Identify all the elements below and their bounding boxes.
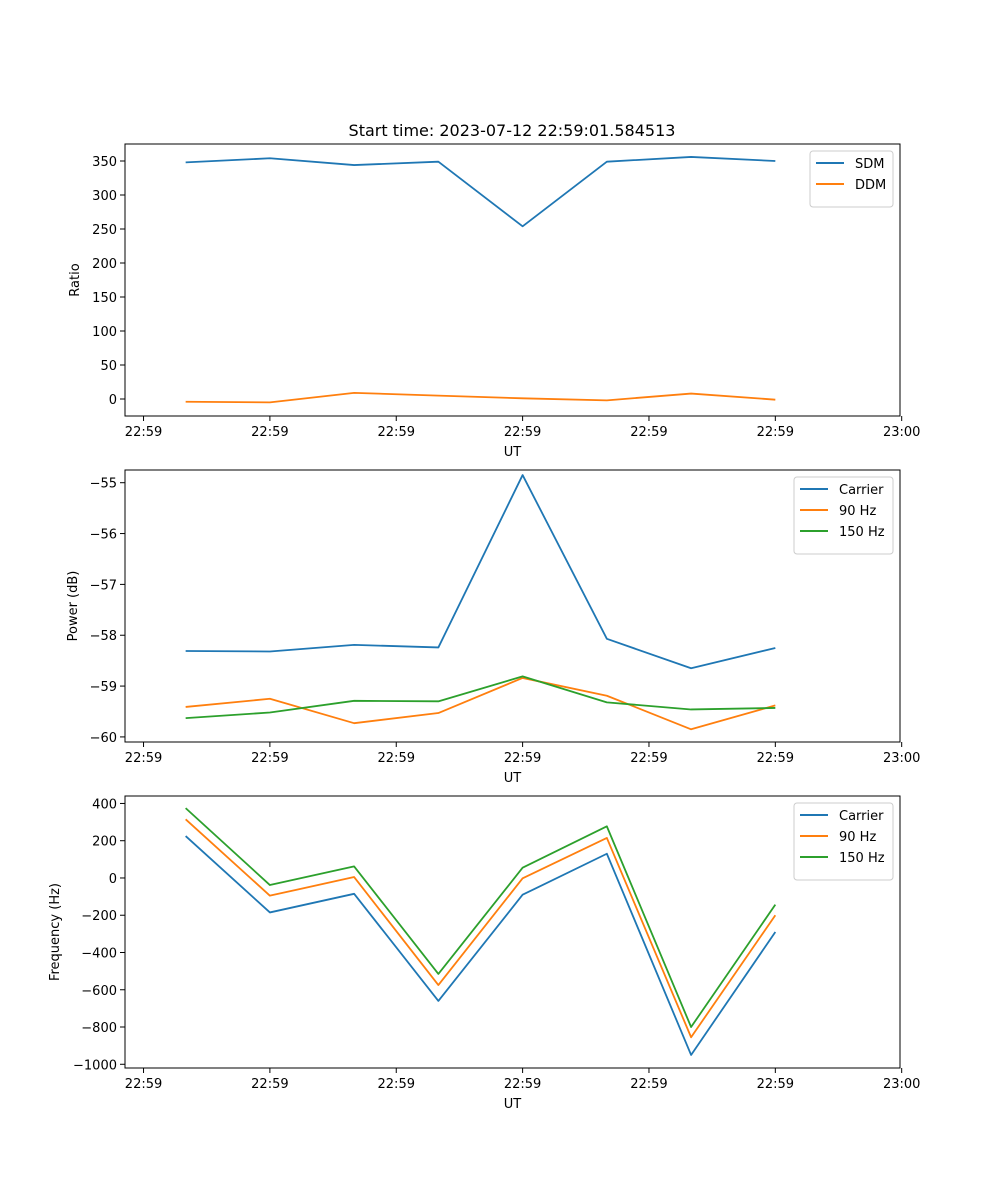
frequency-series-150-hz-line (185, 807, 777, 1028)
frequency-legend-label-carrier: Carrier (839, 809, 884, 824)
ratio-y-tick-label: 0 (109, 393, 117, 408)
power-y-axis-label: Power (dB) (66, 571, 81, 642)
frequency-x-tick-label: 22:59 (378, 1077, 415, 1092)
power-legend-label-carrier: Carrier (839, 483, 884, 498)
frequency-y-tick-label: −200 (81, 909, 117, 924)
frequency-series-carrier-line (185, 835, 777, 1056)
ratio-x-axis-label: UT (504, 445, 522, 460)
frequency-series-90-hz-line (185, 818, 777, 1039)
ratio-y-tick-label: 300 (92, 189, 117, 204)
ratio-y-axis-label: Ratio (68, 263, 83, 296)
frequency-legend-label-90-hz: 90 Hz (839, 830, 876, 845)
ratio-y-tick-label: 150 (92, 291, 117, 306)
power-x-tick-label: 22:59 (757, 751, 794, 766)
ratio-y-tick-label: 250 (92, 223, 117, 238)
frequency-y-tick-label: 200 (92, 835, 117, 850)
frequency-y-tick-label: 0 (109, 872, 117, 887)
power-series-150-hz-line (185, 675, 776, 719)
frequency-y-tick-label: 400 (92, 797, 117, 812)
ratio-x-tick-label: 22:59 (125, 425, 162, 440)
frequency-y-axis-label: Frequency (Hz) (48, 883, 63, 981)
frequency-axes-frame (124, 795, 901, 1069)
power-legend-label-150-hz: 150 Hz (839, 525, 885, 540)
power-x-tick-label: 22:59 (630, 751, 667, 766)
power-y-tick-label: −60 (90, 731, 117, 746)
frequency-legend-box (793, 802, 894, 881)
frequency-x-tick-label: 22:59 (251, 1077, 288, 1092)
power-legend-box (793, 476, 894, 555)
power-y-tick-label: −55 (90, 477, 117, 492)
power-y-tick-label: −58 (90, 629, 117, 644)
frequency-x-tick-label: 22:59 (757, 1077, 794, 1092)
ratio-axes-frame (124, 143, 901, 417)
ratio-legend: SDM DDM (809, 150, 894, 208)
power-y-tick-label: −56 (90, 528, 117, 543)
power-legend: Carrier 90 Hz 150 Hz (793, 476, 894, 555)
ratio-panel: 22:59 22:59 22:59 22:59 22:59 22:59 23:00 0 50 10… (68, 143, 920, 460)
power-y-tick-label: −57 (90, 578, 117, 593)
ratio-legend-label-sdm: SDM (855, 157, 884, 172)
ratio-x-tick-label: 23:00 (883, 425, 920, 440)
frequency-y-tick-label: −1000 (73, 1058, 117, 1073)
ratio-x-tick-label: 22:59 (757, 425, 794, 440)
frequency-legend: Carrier 90 Hz 150 Hz (793, 802, 894, 881)
frequency-y-tick-label: −800 (81, 1021, 117, 1036)
power-axes-frame (124, 469, 901, 743)
frequency-x-axis-label: UT (504, 1097, 522, 1112)
power-series-90-hz-line (185, 677, 776, 731)
power-legend-label-90-hz: 90 Hz (839, 504, 876, 519)
ratio-legend-label-ddm: DDM (855, 178, 886, 193)
power-panel: 22:59 22:59 22:59 22:59 22:59 22:59 23:00 −60 −5… (66, 469, 920, 786)
ratio-series-sdm-line (185, 156, 776, 228)
frequency-legend-label-150-hz: 150 Hz (839, 851, 885, 866)
ratio-x-tick-label: 22:59 (251, 425, 288, 440)
power-series-carrier-line (185, 474, 776, 670)
power-x-tick-label: 22:59 (504, 751, 541, 766)
figure-title: Start time: 2023-07-12 22:59:01.584513 (349, 121, 676, 140)
frequency-x-tick-label: 22:59 (504, 1077, 541, 1092)
ratio-series-ddm-line (185, 391, 776, 404)
ratio-y-tick-label: 200 (92, 257, 117, 272)
ratio-legend-box (809, 150, 894, 208)
ratio-x-tick-label: 22:59 (504, 425, 541, 440)
ratio-x-tick-label: 22:59 (630, 425, 667, 440)
power-x-tick-label: 22:59 (125, 751, 162, 766)
power-x-tick-label: 23:00 (883, 751, 920, 766)
frequency-x-tick-label: 23:00 (883, 1077, 920, 1092)
frequency-x-tick-label: 22:59 (630, 1077, 667, 1092)
ratio-y-tick-label: 100 (92, 325, 117, 340)
frequency-y-tick-label: −400 (81, 946, 117, 961)
frequency-x-tick-label: 22:59 (125, 1077, 162, 1092)
ratio-y-tick-label: 350 (92, 155, 117, 170)
ratio-y-tick-label: 50 (100, 359, 117, 374)
power-x-axis-label: UT (504, 771, 522, 786)
frequency-panel: 22:59 22:59 22:59 22:59 22:59 22:59 23:00 −1000… (48, 795, 920, 1112)
power-x-tick-label: 22:59 (251, 751, 288, 766)
frequency-y-tick-label: −600 (81, 984, 117, 999)
ratio-x-tick-label: 22:59 (378, 425, 415, 440)
power-x-tick-label: 22:59 (378, 751, 415, 766)
power-y-tick-label: −59 (90, 680, 117, 695)
